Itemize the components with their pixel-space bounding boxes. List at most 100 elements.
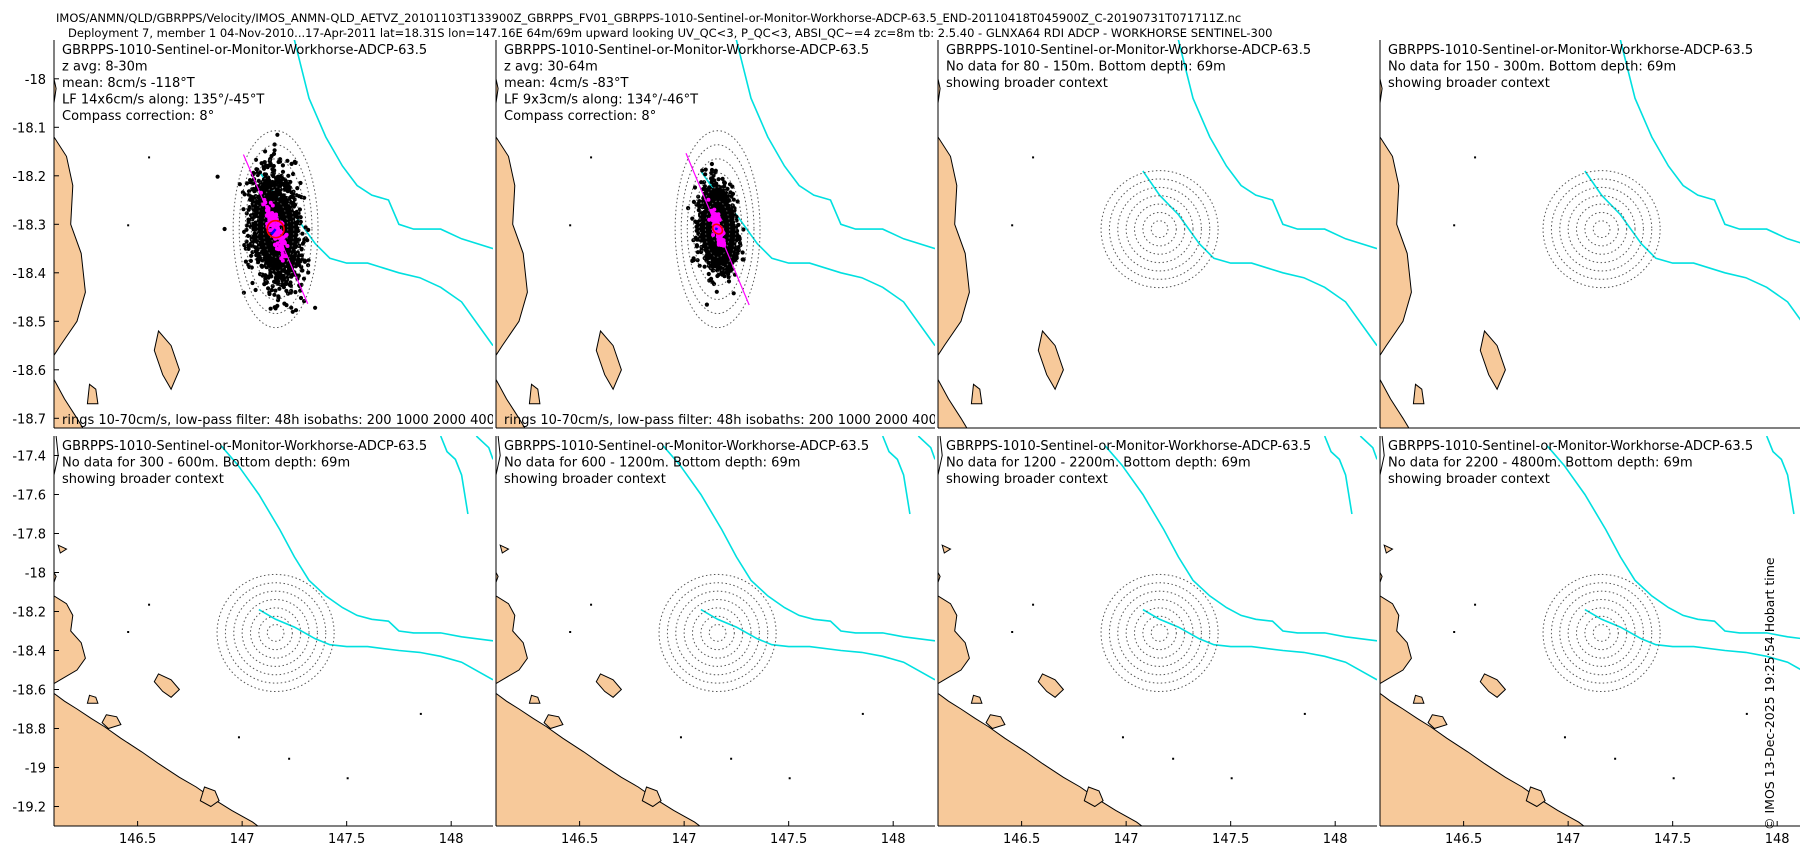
panel-annotation-line: z avg: 8-30m — [62, 60, 148, 75]
reef-speck-6 — [1474, 156, 1477, 159]
island-5 — [970, 694, 983, 704]
reef-speck-6 — [590, 603, 593, 606]
y-tick-label: -17.4 — [12, 450, 46, 465]
isobath-line-2 — [1142, 170, 1377, 347]
reef-speck-6 — [148, 603, 151, 606]
reef-speck-1 — [1122, 486, 1124, 488]
island-3 — [1083, 786, 1104, 808]
context-ring-7 — [216, 573, 335, 692]
context-ring-1 — [708, 624, 727, 642]
context-ring-3 — [250, 607, 302, 659]
isobath-line-1 — [1546, 445, 1800, 640]
panel-annotation-line: showing broader context — [946, 76, 1108, 91]
island-5 — [528, 694, 541, 704]
panel-annotation-line: LF 14x6cm/s along: 135°/-45°T — [62, 93, 264, 108]
panel-3-plot-area: GBRPPS-1010-Sentinel-or-Monitor-Workhors… — [938, 11, 1377, 488]
context-ring-3 — [692, 607, 744, 659]
panel-annotation-line: No data for 300 - 600m. Bottom depth: 69… — [62, 456, 350, 471]
reef-speck-5 — [569, 224, 572, 227]
island-6 — [57, 544, 68, 554]
y-tick-label: -17.8 — [12, 528, 46, 543]
ring-50cms — [244, 158, 307, 300]
variance-ellipse — [266, 219, 285, 239]
reef-speck-3 — [1673, 588, 1675, 590]
island-5 — [86, 383, 99, 405]
isobath-line-4 — [917, 436, 935, 460]
ring-20cms — [704, 200, 731, 258]
reef-speck-4 — [861, 712, 864, 715]
island-1 — [1380, 595, 1412, 685]
reef-speck-1 — [1121, 736, 1124, 739]
panel-annotation-line: LF 9x3cm/s along: 134°/-46°T — [504, 93, 698, 108]
context-ring-5 — [233, 590, 318, 676]
panel-annotation-line: GBRPPS-1010-Sentinel-or-Monitor-Workhors… — [504, 439, 869, 454]
island-6 — [500, 11, 508, 30]
context-ring-4 — [1125, 195, 1194, 264]
context-ring-6 — [666, 582, 769, 684]
isobath-line-1 — [1104, 445, 1377, 642]
mean-velocity-vector — [714, 227, 718, 231]
context-ring-5 — [675, 590, 760, 676]
panel-6: GBRPPS-1010-Sentinel-or-Monitor-Workhors… — [495, 436, 935, 847]
reef-speck-3 — [789, 588, 791, 590]
y-tick-label: -18.1 — [12, 121, 46, 136]
y-tick-label: -17.6 — [12, 489, 46, 504]
reef-speck-6 — [1032, 603, 1035, 606]
panel-7-plot-area: GBRPPS-1010-Sentinel-or-Monitor-Workhors… — [938, 436, 1377, 826]
coastline-segment — [1380, 436, 1385, 478]
reef-speck-5 — [1453, 224, 1456, 227]
ring-60cms — [238, 144, 313, 315]
island-5 — [1412, 694, 1425, 704]
island-1 — [54, 595, 86, 685]
reef-speck-2 — [288, 757, 291, 760]
context-ring-1 — [1150, 624, 1169, 642]
context-ring-4 — [1567, 599, 1636, 667]
island-5 — [86, 694, 99, 704]
island-5 — [1412, 383, 1425, 405]
panel-annotation-line: showing broader context — [504, 472, 666, 487]
panel-2: GBRPPS-1010-Sentinel-or-Monitor-Workhors… — [495, 11, 935, 590]
reef-speck-5 — [127, 224, 130, 227]
context-ring-6 — [1550, 582, 1653, 684]
context-ring-7 — [1542, 573, 1661, 692]
reef-speck-6 — [148, 156, 151, 159]
figure-subtitle: Deployment 7, member 1 04-Nov-2010...17-… — [68, 26, 1273, 40]
reef-speck-1 — [237, 736, 240, 739]
ring-50cms — [686, 158, 749, 300]
x-tick-label: 147.5 — [770, 832, 807, 847]
x-tick-label: 147.5 — [1654, 832, 1691, 847]
panel-annotation-line: mean: 4cm/s -83°T — [504, 76, 628, 91]
island-6 — [942, 11, 950, 30]
ring-60cms — [680, 144, 755, 315]
island-1 — [496, 136, 528, 357]
reef-speck-3 — [1230, 777, 1233, 780]
velocity-scatter-points — [686, 161, 746, 307]
panel-annotation-line: GBRPPS-1010-Sentinel-or-Monitor-Workhors… — [946, 43, 1311, 58]
island-3 — [1526, 612, 1545, 661]
ring-70cms — [674, 130, 761, 329]
reef-speck-1 — [679, 736, 682, 739]
isobath-line-3 — [1323, 436, 1353, 515]
context-ring-2 — [1584, 211, 1619, 247]
island-1 — [938, 136, 970, 357]
context-ring-4 — [1125, 599, 1194, 667]
y-tick-label: -19.2 — [12, 801, 46, 816]
mean-velocity-vector — [270, 228, 277, 236]
context-ring-2 — [1584, 615, 1619, 651]
reef-speck-1 — [238, 486, 240, 488]
context-ring-2 — [1142, 211, 1177, 247]
reef-speck-2 — [1614, 757, 1617, 760]
x-tick-label: 147 — [1114, 832, 1139, 847]
context-ring-3 — [1576, 607, 1628, 659]
isobath-line-2 — [1142, 608, 1377, 681]
context-ring-1 — [1592, 220, 1611, 239]
island-4 — [1427, 714, 1448, 730]
mainland-land — [54, 78, 84, 428]
context-ring-2 — [1142, 615, 1177, 651]
island-2 — [595, 673, 623, 698]
reef-speck-1 — [1564, 486, 1566, 488]
y-tick-label: -18.8 — [12, 723, 46, 738]
y-tick-label: -18.4 — [12, 645, 46, 660]
reef-speck-6 — [1032, 156, 1035, 159]
context-ring-1 — [1592, 624, 1611, 642]
